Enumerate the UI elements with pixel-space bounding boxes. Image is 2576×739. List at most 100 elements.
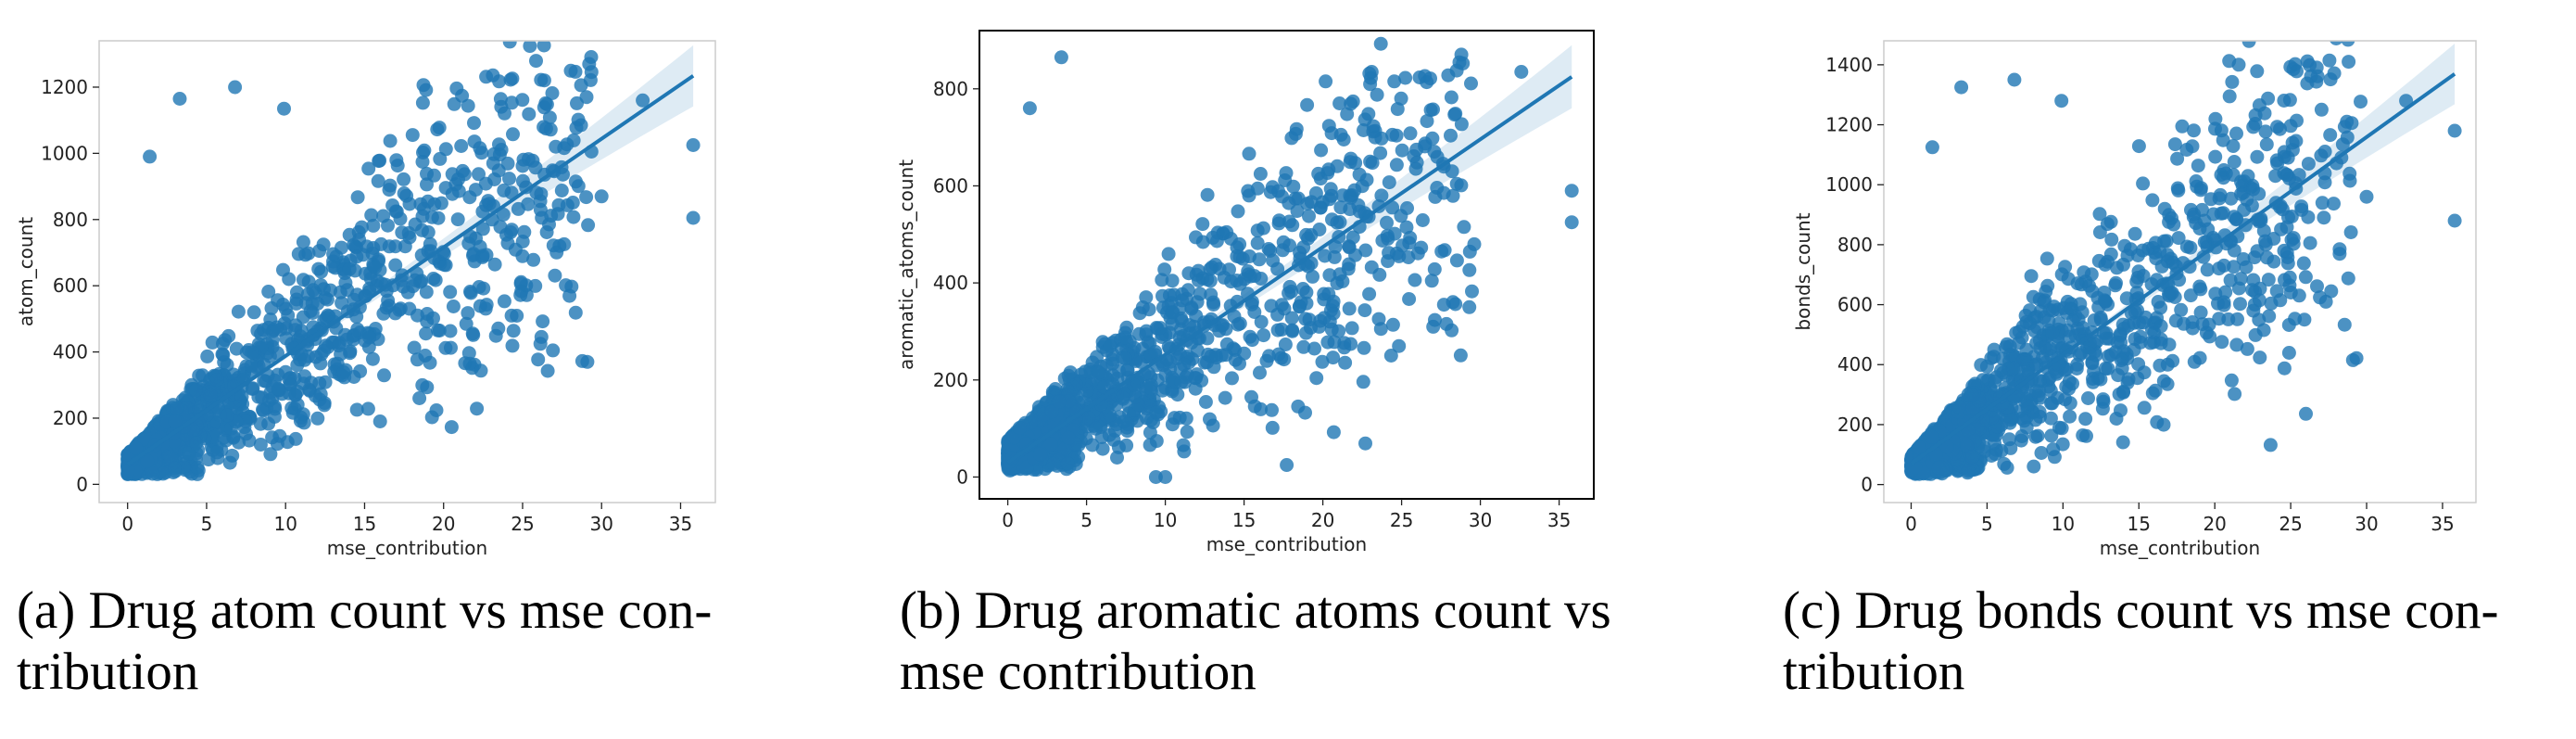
scatter-point [2108, 278, 2123, 293]
scatter-point [2129, 274, 2144, 289]
scatter-point [574, 118, 588, 133]
scatter-point [419, 326, 434, 341]
scatter-point [2017, 414, 2031, 428]
scatter-point [1301, 231, 1316, 246]
scatter-point [2337, 317, 2352, 332]
scatter-point [1132, 306, 1147, 321]
scatter-point [1394, 91, 1408, 106]
scatter-point [1327, 249, 1342, 264]
scatter-point [383, 134, 398, 148]
scatter-point [2277, 361, 2292, 376]
scatter-point [1426, 102, 1440, 117]
scatter-point [565, 196, 580, 210]
scatter-point [455, 88, 470, 103]
scatter-point [2212, 312, 2227, 326]
scatter-point [475, 222, 490, 236]
scatter-point [2063, 396, 2077, 411]
scatter-point [636, 93, 650, 108]
scatter-point [2348, 14, 2362, 28]
scatter-point [1118, 351, 1132, 366]
scatter-point [277, 101, 291, 116]
scatter-point [1407, 149, 1421, 163]
y-tick-label: 800 [933, 78, 968, 100]
x-axis-label: mse_contribution [2100, 537, 2260, 559]
scatter-point [1241, 184, 1256, 198]
scatter-point [1429, 6, 1443, 19]
scatter-point [2261, 91, 2276, 106]
scatter-point [1430, 0, 1444, 13]
scatter-point [303, 304, 318, 318]
scatter-point [400, 285, 415, 299]
scatter-point [1061, 430, 1076, 445]
scatter-point [2170, 151, 2185, 166]
scatter-point [2054, 267, 2069, 282]
plot-area [120, 41, 701, 481]
scatter-point [554, 184, 569, 197]
scatter-point [2325, 4, 2339, 18]
scatter-point [2345, 352, 2360, 367]
scatter-point [1081, 411, 1096, 426]
scatter-point [2342, 166, 2357, 181]
scatter-point [1271, 216, 1286, 231]
scatter-point [1464, 76, 1478, 91]
scatter-point [2250, 149, 2265, 164]
scatter-point [446, 299, 461, 313]
scatter-point [562, 288, 577, 303]
scatter-point [2039, 251, 2054, 266]
scatter-point [420, 380, 435, 395]
scatter-point [2006, 361, 2021, 376]
scatter-point [1321, 119, 1336, 134]
scatter-point [190, 460, 205, 475]
scatter-point [2029, 336, 2044, 350]
scatter-point [1359, 172, 1374, 187]
scatter-point [497, 294, 511, 309]
caption-b-line-2: mse contribution [900, 643, 1256, 701]
scatter-point [1143, 348, 1158, 363]
caption-c-line-2: tribution [1783, 643, 1965, 701]
scatter-point [2136, 176, 2151, 191]
scatter-point [314, 264, 328, 279]
scatter-point [1244, 269, 1257, 284]
scatter-point [1414, 240, 1429, 255]
scatter-point [534, 72, 549, 87]
scatter-point [1931, 461, 1946, 475]
scatter-point [1357, 340, 1371, 355]
scatter-point [1467, 236, 1482, 251]
scatter-point [2121, 318, 2136, 333]
scatter-point [2167, 137, 2182, 152]
scatter-point [2193, 305, 2208, 320]
scatter-point [496, 207, 511, 222]
scatter-point [1988, 374, 2002, 389]
scatter-point [1189, 267, 1204, 282]
scatter-point [2447, 123, 2462, 138]
scatter-point [1361, 107, 1376, 121]
scatter-point [2322, 53, 2337, 68]
scatter-point [271, 367, 285, 382]
scatter-point [549, 139, 563, 154]
scatter-point [2131, 139, 2146, 154]
scatter-point [2447, 213, 2462, 228]
scatter-point [1453, 348, 1468, 363]
scatter-point [1373, 36, 1388, 51]
scatter-point [1961, 464, 1976, 478]
scatter-point [2020, 399, 2035, 413]
scatter-point [2019, 314, 2034, 329]
scatter-point [373, 236, 388, 251]
scatter-point [2192, 350, 2207, 365]
scatter-point [479, 298, 494, 312]
scatter-point [376, 209, 391, 223]
scatter-point [2195, 202, 2209, 217]
scatter-chart-c: 0 5 10 15 20 25 30 350200400600800100012001400m… [1792, 4, 2477, 559]
scatter-point [2253, 281, 2267, 296]
x-tick-label: 25 [2279, 513, 2302, 535]
scatter-point [1321, 287, 1336, 301]
scatter-point [1964, 388, 1979, 402]
scatter-point [1426, 319, 1441, 334]
scatter-point [2096, 392, 2111, 407]
scatter-point [560, 137, 575, 152]
scatter-point [1939, 440, 1954, 454]
scatter-point [1302, 209, 1316, 223]
scatter-point [1309, 371, 1324, 386]
scatter-point [1348, 248, 1363, 262]
